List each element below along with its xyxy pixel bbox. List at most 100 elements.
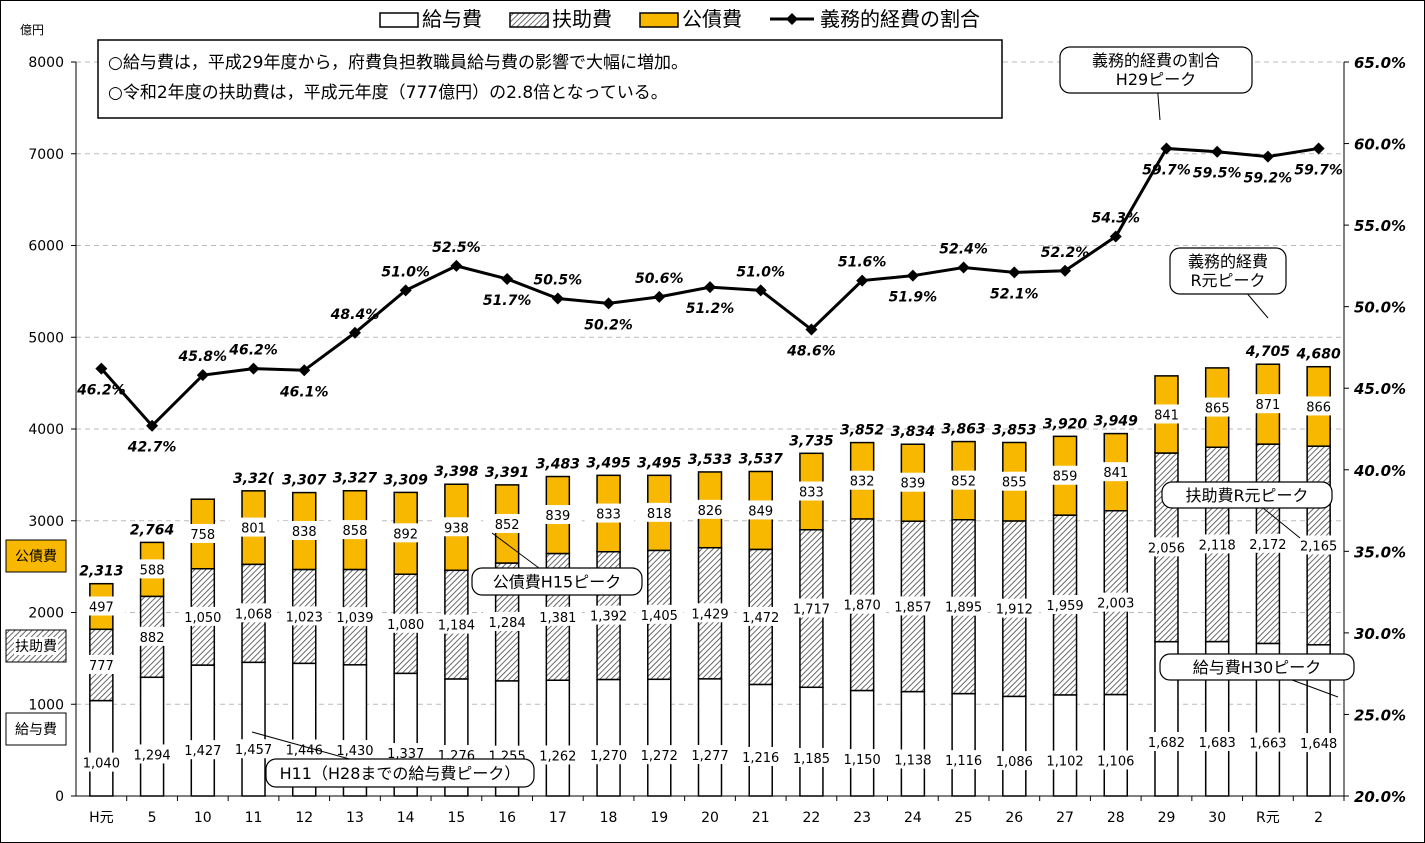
x-tick-label: 27 [1056, 810, 1074, 826]
bond-value-label: 852 [495, 518, 520, 533]
bond-value-label-bg [939, 470, 988, 490]
x-tick-label: 17 [549, 810, 567, 826]
bond-value-label-bg [990, 471, 1039, 491]
salary-value-label-bg [787, 747, 836, 767]
ratio-label: 51.2% [686, 301, 735, 317]
salary-value-label: 1,138 [894, 753, 931, 768]
x-tick-label: 21 [752, 810, 770, 826]
callout-label: 扶助費R元ピーク [1185, 486, 1308, 505]
salary-value-label-bg [1041, 750, 1090, 770]
ratio-marker [501, 272, 514, 285]
legend-swatch [509, 12, 549, 28]
ratio-label: 45.8% [178, 349, 228, 365]
bar-salary [697, 678, 723, 797]
aid-value-label: 1,857 [894, 600, 931, 615]
callout-label: H29ピーク [1116, 70, 1196, 89]
bond-value-label-bg [1193, 397, 1242, 417]
total-label: 3,327 [333, 471, 378, 487]
salary-value-label: 1,272 [641, 749, 678, 764]
aid-value-label: 1,472 [742, 611, 779, 626]
salary-value-label: 1,086 [996, 755, 1033, 770]
ratio-label: 52.4% [939, 242, 988, 258]
ratio-label: 52.1% [990, 286, 1039, 302]
salary-value-label: 1,457 [235, 743, 272, 758]
callout-label: 義務的経費の割合 [1092, 51, 1220, 70]
callout-box [471, 567, 643, 596]
callout-label: H11（H28までの給与費ピーク） [280, 764, 521, 783]
bar-salary [1002, 695, 1027, 797]
salary-value-label-bg [178, 740, 227, 760]
salary-value-label: 1,430 [336, 744, 373, 759]
aid-value-label-bg [1091, 592, 1140, 612]
x-tick-label: 18 [600, 810, 618, 826]
salary-value-label: 1,683 [1199, 736, 1236, 751]
bond-value-label: 865 [1205, 402, 1230, 417]
bond-value-label-bg [888, 472, 937, 492]
aid-value-label-bg [280, 606, 329, 626]
y2-tick-label: 65.0% [1354, 54, 1406, 72]
bond-value-label-bg [838, 470, 887, 490]
total-label: 3,735 [789, 433, 834, 449]
aid-value-label: 1,284 [489, 616, 526, 631]
salary-value-label-bg [584, 745, 633, 765]
aid-value-label: 1,023 [286, 610, 323, 625]
salary-value-label-bg [990, 751, 1039, 771]
salary-value-label-bg [1142, 731, 1191, 751]
aid-value-label-bg [432, 614, 481, 634]
callout-label: R元ピーク [1190, 271, 1265, 290]
aid-value-label-bg [381, 613, 430, 633]
bars-layer [89, 363, 1331, 797]
callout-box [1059, 46, 1253, 94]
aid-value-label-bg [533, 606, 582, 626]
aid-value-label-bg [77, 654, 126, 674]
total-label: 3,391 [485, 465, 529, 481]
total-label: 3,863 [941, 422, 985, 438]
axis-layer: 0 1000 2000 3000 4000 5000 6000 7000 8000 億円 20.0%… [20, 23, 1406, 826]
bond-value-label-bg [229, 517, 278, 537]
salary-value-label-bg [1294, 733, 1343, 753]
left-marker-box [5, 539, 67, 573]
ratio-label: 50.2% [584, 317, 633, 333]
y2-tick-label: 35.0% [1354, 543, 1406, 561]
x-tick-label: R元 [1256, 810, 1280, 826]
salary-value-label-bg [330, 740, 379, 760]
bond-value-label: 859 [1053, 470, 1078, 485]
aid-value-label: 1,895 [945, 601, 982, 616]
salary-value-label: 1,116 [945, 754, 982, 769]
aid-value-label: 2,165 [1300, 539, 1337, 554]
aid-value-label-bg [939, 596, 988, 616]
x-tick-label: 13 [346, 810, 364, 826]
aid-value-label: 777 [89, 659, 114, 674]
salary-value-label: 1,262 [539, 749, 576, 764]
bond-value-label-bg [533, 505, 582, 525]
ratio-line-layer [95, 142, 1325, 432]
aid-value-label: 2,056 [1148, 541, 1185, 556]
x-tick-label: 12 [295, 810, 313, 826]
aid-value-label: 1,381 [539, 611, 576, 626]
bar-salary [190, 664, 216, 797]
ratio-marker [1312, 142, 1325, 155]
x-tick-label: H元 [89, 810, 114, 826]
legend-label: 扶助費 [552, 7, 612, 31]
bar-salary [951, 692, 976, 797]
bond-value-label: 497 [89, 600, 114, 615]
ratio-marker [95, 362, 108, 375]
bond-value-label-bg [686, 499, 734, 519]
callout-label: 公債費H15ピーク [493, 573, 621, 592]
total-label: 3,949 [1094, 414, 1139, 430]
total-label: 3,398 [434, 464, 479, 480]
salary-value-label-bg [736, 746, 785, 766]
y-unit-label: 億円 [20, 23, 44, 37]
ratio-marker [298, 364, 311, 377]
y-tick-label: 2000 [28, 606, 64, 622]
y2-tick-label: 55.0% [1354, 217, 1406, 235]
bar-salary [241, 661, 266, 797]
bond-value-label: 871 [1256, 398, 1281, 413]
bond-value-label-bg [128, 559, 177, 579]
bond-value-label: 833 [799, 486, 824, 501]
x-tick-label: 14 [397, 810, 415, 826]
aid-value-label: 1,080 [387, 618, 424, 633]
x-tick-label: 11 [245, 810, 263, 826]
bond-value-label-bg [381, 523, 430, 543]
bond-value-label-bg [1091, 462, 1140, 482]
